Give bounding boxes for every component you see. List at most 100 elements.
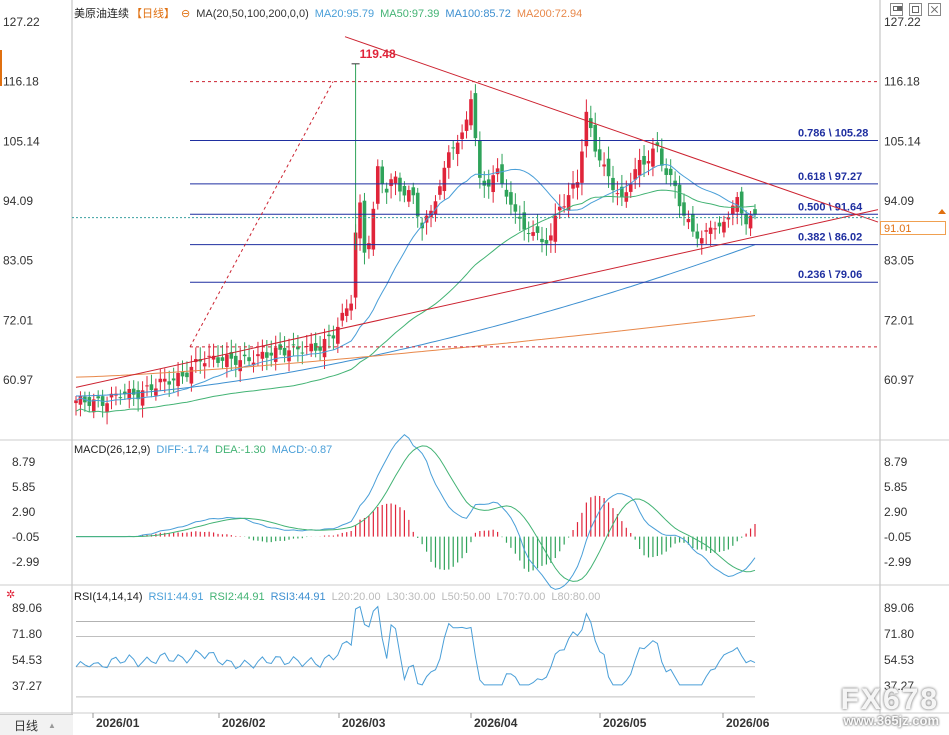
time-tick-label: 2026/04 <box>474 716 518 730</box>
fib-level-label: 0.618 \ 97.27 <box>798 171 862 183</box>
candle-body <box>562 206 566 208</box>
fib-level-label: 0.500 \ 91.64 <box>798 201 863 213</box>
maximize-icon[interactable] <box>909 3 922 16</box>
candle-body <box>668 168 673 176</box>
candle-body <box>207 355 211 357</box>
candle-body <box>478 140 482 178</box>
candle-body <box>344 308 349 316</box>
rsi-l70: L70:70.00 <box>496 591 546 603</box>
candle-body <box>358 202 362 239</box>
candle-body <box>225 354 229 367</box>
time-tick-label: 2026/05 <box>603 716 647 730</box>
ma100-value: MA100:85.72 <box>445 8 511 20</box>
candle-body <box>588 118 593 129</box>
macd-tick-right: -0.05 <box>884 530 912 544</box>
candle-body <box>167 381 171 385</box>
candle-body <box>460 132 464 139</box>
candle-body <box>154 388 158 396</box>
layout-icon[interactable] <box>890 3 903 16</box>
price-tick-left: 127.22 <box>3 15 40 29</box>
candle-body <box>402 186 407 196</box>
candle-body <box>322 338 327 358</box>
candle-body <box>695 231 700 239</box>
candle-body <box>557 206 562 211</box>
candle-body <box>566 195 571 211</box>
candle-body <box>731 205 735 215</box>
rsi1-value: RSI1:44.91 <box>148 591 204 603</box>
candle-body <box>717 222 722 227</box>
ma50-value: MA50:97.39 <box>380 8 440 20</box>
main-header: 美原油连续 【日线】 ⊖ MA(20,50,100,200,0,0) MA20:95.7… <box>74 5 588 21</box>
candle-body <box>464 119 469 131</box>
candle-body <box>273 347 278 362</box>
candle-body <box>256 354 260 357</box>
macd-histogram <box>128 495 756 572</box>
rsi-tick-left: 54.53 <box>12 653 42 667</box>
candle-body <box>500 164 504 184</box>
ma50-line <box>75 189 756 413</box>
candle-body <box>216 357 220 363</box>
macd-dea-line <box>76 445 756 582</box>
candle-body <box>522 212 527 230</box>
candle-body <box>553 215 558 242</box>
candle-body <box>575 182 580 188</box>
candle-body <box>615 193 620 195</box>
candle-body <box>349 303 353 311</box>
candle-body <box>109 393 114 398</box>
candle-body <box>495 168 500 175</box>
candle-body <box>123 391 127 395</box>
candle-body <box>229 352 234 359</box>
candle-body <box>185 372 189 378</box>
candle-body <box>211 355 216 360</box>
macd-diff: DIFF:-1.74 <box>156 444 209 456</box>
candle-body <box>739 191 744 214</box>
candle-body <box>509 192 513 205</box>
macd-tick-right: -2.99 <box>884 555 912 569</box>
candle-body <box>446 152 451 168</box>
candle-body <box>340 312 345 321</box>
candle-body <box>380 166 385 185</box>
close-icon[interactable] <box>928 3 941 16</box>
period-tab[interactable]: 日线 ▲ <box>0 714 73 735</box>
candle-body <box>291 344 296 346</box>
fib-level-label: 0.236 \ 79.06 <box>798 269 862 281</box>
rsi-tick-left: 71.80 <box>12 627 42 641</box>
price-tick-right: 72.01 <box>884 313 914 327</box>
candle-body <box>722 221 726 233</box>
period-badge[interactable]: 【日线】 <box>131 8 175 20</box>
candle-body <box>597 149 602 161</box>
rsi-tick-right: 89.06 <box>884 601 914 615</box>
candle-body <box>233 355 238 365</box>
eye-icon[interactable]: ⊖ <box>181 8 191 20</box>
candle-body <box>331 335 336 339</box>
indicator-settings-icon[interactable]: ✲ <box>6 589 16 601</box>
price-tick-left: 105.14 <box>3 134 40 148</box>
candle-body <box>664 168 669 175</box>
candle-body <box>353 232 358 298</box>
ma-label: MA(20,50,100,200,0,0) <box>196 8 309 20</box>
candle-body <box>127 389 132 400</box>
fib-level-label: 0.382 \ 86.02 <box>798 232 862 244</box>
candle-body <box>318 346 322 351</box>
candle-body <box>540 238 544 243</box>
macd-tick-left: -2.99 <box>12 555 40 569</box>
window-toolbar <box>890 3 941 16</box>
candle-body <box>265 352 269 358</box>
triangle-up-icon: ▲ <box>48 720 56 730</box>
candle-body <box>371 208 376 250</box>
candle-body <box>327 334 331 337</box>
candle-body <box>407 190 411 202</box>
time-tick-label: 2026/03 <box>342 716 386 730</box>
time-tick-label: 2026/01 <box>96 716 140 730</box>
ma100-line <box>76 244 756 397</box>
candle-body <box>455 142 460 154</box>
candle-body <box>549 235 553 241</box>
candle-body <box>438 186 442 195</box>
price-tick-left: 72.01 <box>3 313 33 327</box>
candle-body <box>336 326 340 344</box>
macd-tick-left: -0.05 <box>12 530 40 544</box>
rsi-tick-left: 37.27 <box>12 679 42 693</box>
candle-body <box>691 214 695 232</box>
candle-body <box>398 177 402 192</box>
